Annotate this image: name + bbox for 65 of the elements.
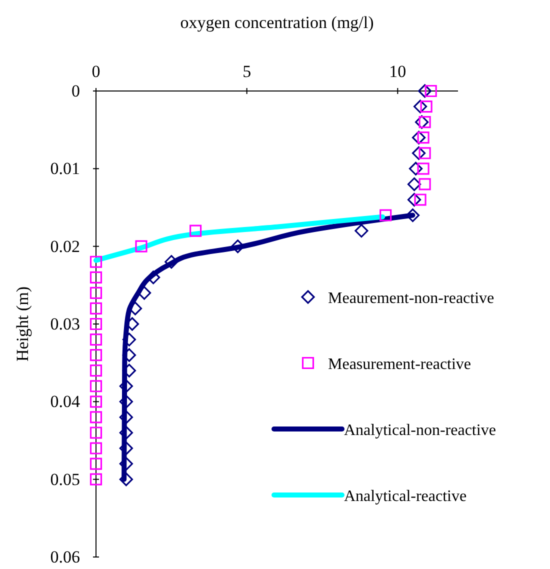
point: [418, 178, 431, 190]
y-tick-label: 0.01: [50, 159, 80, 178]
point: [164, 255, 178, 269]
point: [90, 302, 102, 315]
point: [412, 130, 426, 144]
point: [119, 441, 133, 456]
point: [414, 194, 426, 206]
point: [417, 132, 430, 144]
legend-label: Analytical-non-reactive: [344, 422, 496, 439]
y-tick-label: 0.04: [50, 392, 80, 412]
point: [90, 473, 102, 486]
point: [354, 224, 368, 238]
x-axis-title: oxygen concentration (mg/l): [180, 13, 374, 32]
point: [122, 332, 136, 346]
y-tick-label: 0.02: [50, 236, 80, 256]
point: [146, 270, 160, 284]
point: [122, 348, 136, 362]
point: [407, 177, 422, 191]
point: [90, 458, 102, 470]
x-tick-label: 0: [92, 62, 100, 81]
legend-label: Measurement-reactive: [328, 356, 472, 373]
point: [119, 457, 133, 471]
point: [90, 426, 102, 439]
y-tick-label: 0: [72, 81, 80, 100]
point: [230, 240, 245, 254]
point: [417, 162, 430, 175]
point: [90, 286, 102, 299]
point: [90, 364, 102, 377]
point: [190, 224, 202, 237]
point: [119, 379, 133, 393]
point: [90, 396, 102, 408]
point: [413, 100, 428, 114]
point: [135, 240, 148, 252]
point: [119, 410, 133, 424]
y-tick-label: 0.06: [50, 547, 80, 566]
y-tick-label: 0.05: [50, 470, 80, 489]
point: [424, 84, 437, 98]
legend-label: Meaurement-non-reactive: [328, 290, 494, 307]
point: [90, 318, 102, 330]
point: [415, 115, 429, 129]
point: [122, 364, 136, 378]
point: [406, 208, 420, 222]
point: [90, 442, 102, 454]
point: [119, 426, 133, 440]
point: [418, 116, 431, 128]
point: [119, 394, 133, 408]
point: [90, 411, 102, 424]
point: [90, 256, 102, 268]
point: [90, 271, 102, 284]
legend-label: Analytical-reactive: [344, 488, 467, 505]
y-tick-label: 0.03: [50, 314, 80, 334]
point: [380, 209, 392, 222]
x-tick-label: 10: [389, 62, 406, 81]
point: [90, 349, 102, 362]
x-tick-label: 5: [242, 62, 252, 81]
point: [119, 472, 133, 486]
point: [90, 333, 102, 346]
point: [418, 84, 432, 98]
point: [407, 192, 422, 207]
point: [420, 100, 432, 113]
point: [90, 380, 102, 392]
point: [408, 162, 423, 176]
point: [418, 147, 431, 160]
point: [412, 146, 426, 160]
y-axis-title: Height (m): [13, 286, 32, 362]
